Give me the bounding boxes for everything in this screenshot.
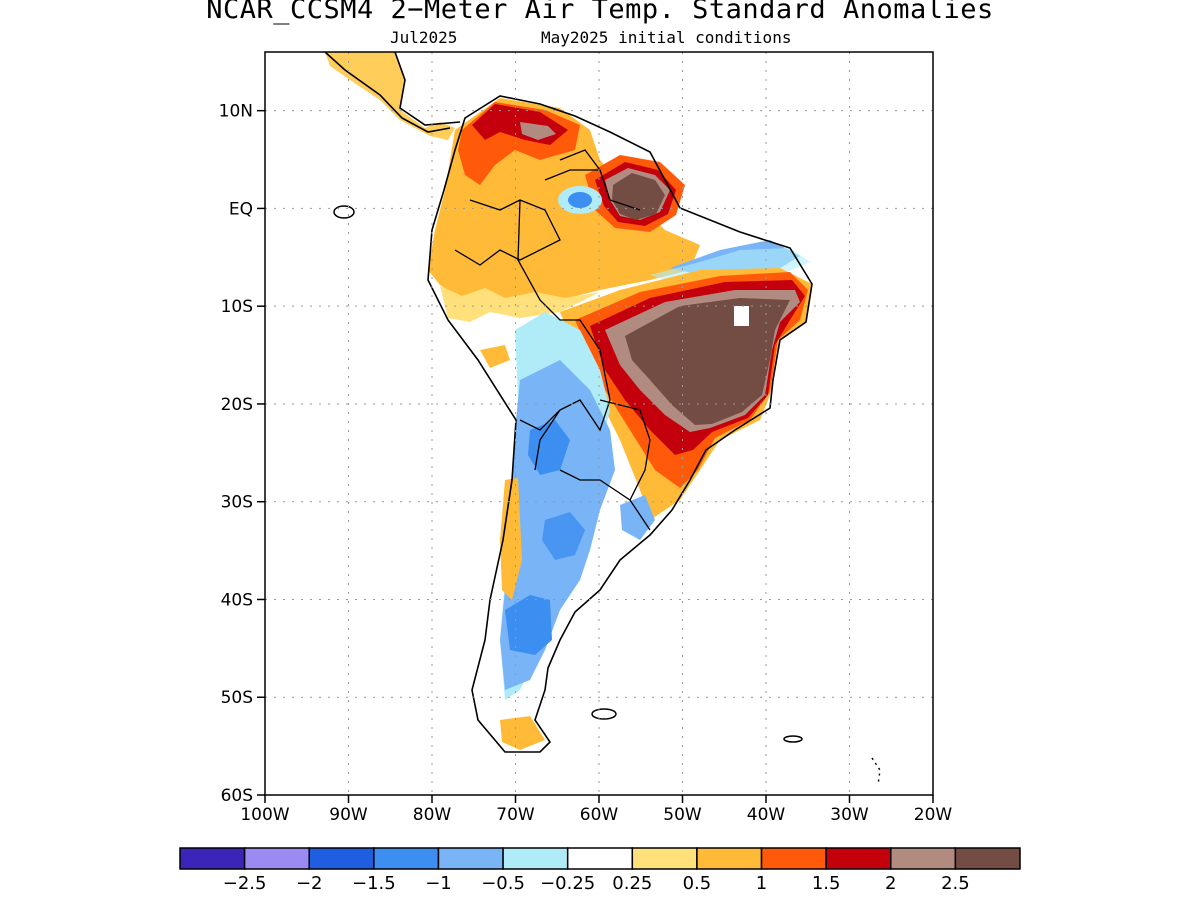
uruguay-cool-region [620,495,655,540]
colorbar-label: −0.5 [481,873,525,894]
colorbar-label: −2.5 [223,873,267,894]
colorbar-swatch [954,847,1021,870]
colorbar-swatch [179,847,246,870]
colorbar-label: 1 [756,873,767,894]
falkland-islands [591,708,617,720]
south-georgia-island [783,735,803,743]
venezuela-peak-core [520,122,556,140]
lon-tick-label: 40W [747,805,786,825]
lat-tick-label: 50S [221,688,253,708]
colorbar-swatch [631,847,698,870]
central-america-landmass [325,52,455,140]
colorbar-swatch [437,847,504,870]
map-title: NCAR_CCSM4 2−Meter Air Temp. Standard An… [206,0,994,25]
colorbar-swatch [696,847,763,870]
valid-month-label: Jul2025 [390,28,458,47]
patagonia-colder-core [505,595,552,655]
colorbar-label: 2 [885,873,896,894]
south-sandwich-islands [871,757,881,786]
brazil-brown-core [625,298,790,425]
colorbar-label: −2 [296,873,323,894]
chile-coast-warm-strip [500,478,522,600]
colorbar-label: 0.25 [612,873,652,894]
lat-tick-label: 30S [221,493,253,513]
latitude-axis: 10N EQ 10S 20S 30S 40S 50S 60S [219,102,265,806]
colorbar-swatch [502,847,569,870]
lat-tick-label: EQ [229,199,253,219]
lat-tick-label: 60S [221,786,253,806]
lat-tick-label: 40S [221,590,253,610]
lon-tick-label: 70W [496,805,535,825]
init-conditions-label: May2025 initial conditions [541,28,792,47]
colorbar-label: 1.5 [812,873,841,894]
colorbar-label: 0.5 [683,873,712,894]
colorbar-swatch [566,847,634,870]
lat-tick-label: 20S [221,395,253,415]
map-field [324,52,881,786]
galapagos-islands [333,205,355,219]
central-argentina-cool-core [542,512,585,560]
lon-tick-label: 20W [914,805,953,825]
lon-tick-label: 60W [580,805,619,825]
colorbar-swatch [308,847,375,870]
colorbar-label: −1 [425,873,452,894]
colorbar: −2.5 −2 −1.5 −1 −0.5 −0.25 0.25 0.5 1 1.5 2 2.5 [179,847,1021,894]
colorbar-swatch [243,847,310,870]
colorbar-swatch [373,847,440,870]
central-america-coastline [324,52,461,133]
lon-tick-label: 80W [413,805,452,825]
orinoco-cool-core [568,192,592,208]
missing-data-patch [734,306,749,326]
lon-tick-label: 50W [663,805,702,825]
lon-tick-label: 100W [240,805,289,825]
colorbar-label: 2.5 [941,873,970,894]
graticule-grid [265,52,933,795]
bolivia-colder-core [528,420,570,475]
lat-tick-label: 10S [221,297,253,317]
lon-tick-label: 30W [830,805,869,825]
country-borders [454,149,651,531]
colorbar-swatch [760,847,827,870]
colorbar-swatch [890,847,957,870]
yellow-rim-region [440,286,600,322]
tierra-del-fuego-warm-patch [500,716,545,750]
lon-tick-label: 90W [329,805,368,825]
lat-tick-label: 10N [219,102,253,122]
longitude-axis: 100W 90W 80W 70W 60W 50W 40W 30W 20W [240,795,952,825]
peru-warm-patch [480,345,510,368]
colorbar-label: −0.25 [540,873,595,894]
colorbar-label: −1.5 [352,873,396,894]
coastline [427,95,813,753]
colorbar-swatch [825,847,892,870]
